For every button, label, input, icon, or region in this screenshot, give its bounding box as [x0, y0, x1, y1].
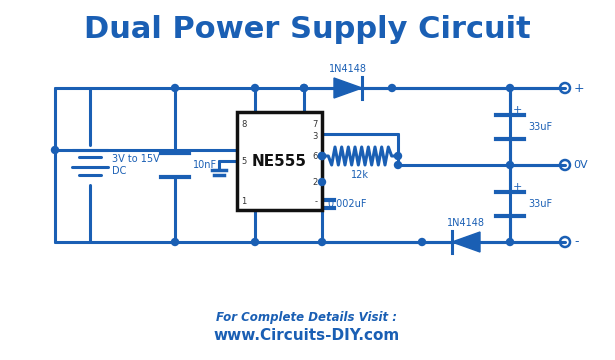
Text: 5: 5	[241, 157, 246, 166]
Circle shape	[507, 162, 514, 168]
Text: 1N4148: 1N4148	[329, 64, 367, 74]
Circle shape	[252, 85, 258, 91]
Circle shape	[301, 85, 308, 91]
Bar	[237, 112, 322, 210]
Circle shape	[172, 239, 178, 246]
Circle shape	[319, 239, 325, 246]
Text: www.Circuits-DIY.com: www.Circuits-DIY.com	[214, 328, 400, 342]
Text: 1N4148: 1N4148	[447, 218, 485, 228]
Text: 1: 1	[241, 197, 246, 206]
Text: -: -	[574, 235, 579, 248]
Text: +: +	[513, 181, 522, 192]
Circle shape	[418, 239, 426, 246]
Text: Dual Power Supply Circuit: Dual Power Supply Circuit	[84, 15, 530, 44]
Circle shape	[389, 85, 395, 91]
Text: 7: 7	[312, 120, 318, 129]
Text: 0.002uF: 0.002uF	[327, 199, 367, 209]
Circle shape	[507, 85, 514, 91]
Circle shape	[319, 179, 325, 185]
Text: 0V: 0V	[573, 160, 587, 170]
Circle shape	[507, 239, 514, 246]
Circle shape	[252, 239, 258, 246]
Polygon shape	[452, 232, 480, 252]
Text: 33uF: 33uF	[528, 122, 552, 131]
Text: 10nF: 10nF	[193, 160, 217, 170]
Text: 12k: 12k	[351, 170, 369, 180]
Text: 3V to 15V
DC: 3V to 15V DC	[112, 154, 160, 176]
Text: 2: 2	[313, 177, 318, 186]
Circle shape	[394, 153, 402, 159]
Text: 33uF: 33uF	[528, 198, 552, 208]
Text: +: +	[574, 81, 585, 95]
Text: 3: 3	[312, 131, 318, 140]
Text: NE555: NE555	[252, 153, 306, 168]
Text: 8: 8	[241, 120, 247, 129]
Circle shape	[52, 147, 58, 153]
Circle shape	[172, 85, 178, 91]
Text: For Complete Details Visit :: For Complete Details Visit :	[216, 311, 397, 324]
Text: +: +	[513, 104, 522, 114]
Polygon shape	[334, 78, 362, 98]
Circle shape	[394, 162, 402, 168]
Text: -: -	[315, 197, 318, 206]
Text: 6: 6	[312, 152, 318, 161]
Circle shape	[319, 153, 325, 159]
Circle shape	[319, 153, 325, 159]
Circle shape	[301, 85, 308, 91]
